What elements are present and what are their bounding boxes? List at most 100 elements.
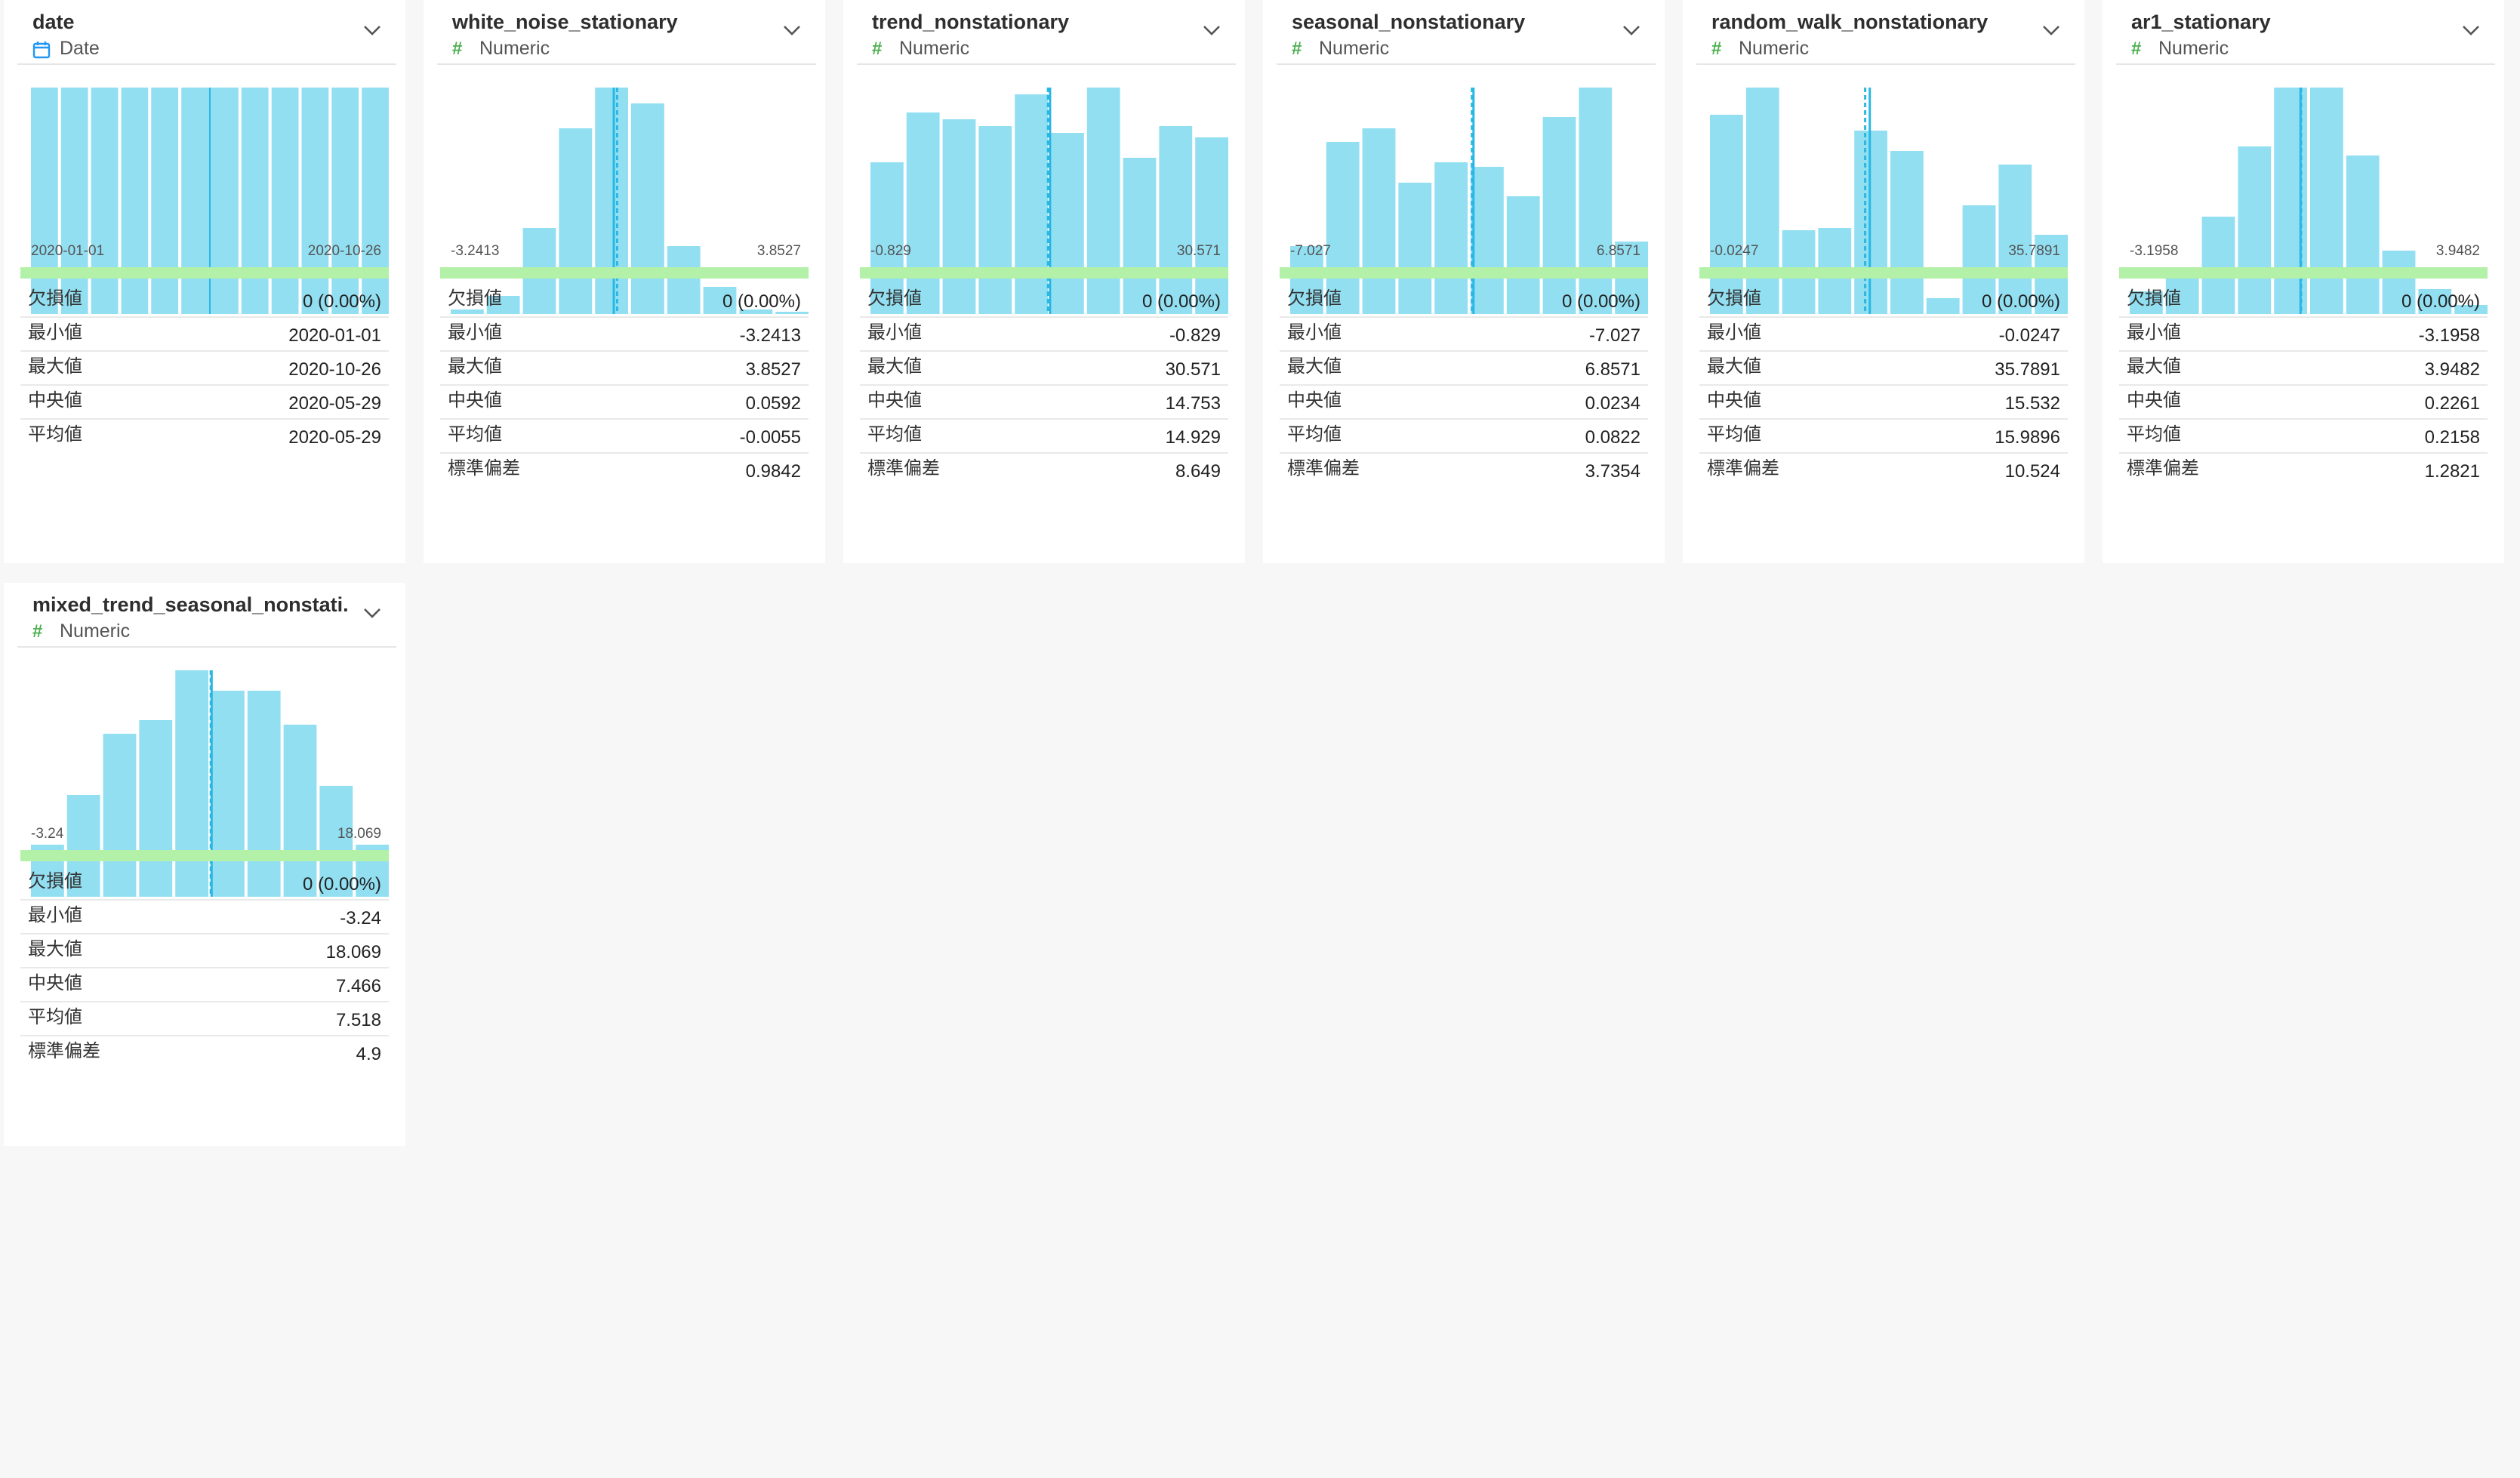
stat-row-median: 中央値 7.466 [20,968,389,1002]
histogram-chart [2130,88,2488,314]
histogram-bar [1926,298,1960,314]
histogram [4,658,405,900]
stat-value: 7.518 [335,1010,381,1030]
stat-label: 標準偏差 [28,1041,100,1061]
stat-row-std: 標準偏差 8.649 [860,454,1228,486]
stat-row-missing: 欠損値 0 (0.00%) [1699,284,2068,318]
stat-value: 1.2821 [2424,461,2480,482]
stat-value: 0.9842 [745,461,801,482]
stat-label: 最大値 [2127,356,2181,377]
histogram-bar [2310,88,2343,314]
axis-max-label: 35.7891 [2008,243,2060,259]
histogram-bar [775,312,809,314]
stat-label: 平均値 [867,424,922,445]
chevron-down-icon[interactable] [362,605,383,620]
stat-value: 2020-10-26 [288,359,381,380]
histogram-bar [139,720,173,897]
chevron-down-icon[interactable] [362,23,383,38]
stat-value: 18.069 [325,942,381,962]
stat-row-median: 中央値 0.0234 [1280,386,1648,420]
histogram-bar [1579,88,1613,314]
data-quality-bar [20,267,389,279]
stat-value: -0.829 [1169,325,1221,346]
stat-row-std: 標準偏差 0.9842 [440,454,809,486]
column-type: Date [60,38,100,59]
card-header: ar1_stationary # Numeric [2116,0,2495,65]
histogram-bar [211,691,245,897]
stat-row-mean: 平均値 2020-05-29 [20,420,389,452]
stat-row-missing: 欠損値 0 (0.00%) [2119,284,2488,318]
histogram-bar [1890,151,1924,314]
column-type: Numeric [899,38,970,59]
column-name: mixed_trend_seasonal_nonstati. [32,593,349,616]
chevron-down-icon[interactable] [2460,23,2481,38]
histogram-bar [559,128,593,314]
histogram-bar [906,112,940,314]
stat-row-max: 最大値 35.7891 [1699,352,2068,386]
histogram-bar [175,670,208,897]
axis-min-label: -3.1958 [2130,243,2179,259]
stat-row-mean: 平均値 14.929 [860,420,1228,454]
stat-value: 35.7891 [1995,359,2060,380]
stat-value: 0.0822 [1585,427,1640,448]
stat-label: 欠損値 [1287,288,1342,309]
card-header: mixed_trend_seasonal_nonstati. # Numeric [17,583,396,648]
histogram-bar [1962,205,1996,314]
histogram-bar [241,88,269,314]
histogram-bar [667,246,701,314]
axis-max-label: 18.069 [337,826,381,842]
histogram-bar [595,88,628,314]
chevron-down-icon[interactable] [1201,23,1222,38]
histogram-bar [283,725,317,897]
axis-min-label: -3.2413 [451,243,500,259]
histogram-bar [1745,88,1779,314]
chevron-down-icon[interactable] [781,23,803,38]
data-quality-bar [2119,267,2488,279]
histogram-bar [1195,137,1228,314]
histogram-bar [486,296,520,314]
stat-value: 2020-05-29 [288,427,381,448]
stat-label: 欠損値 [28,288,82,309]
chevron-down-icon[interactable] [1621,23,1642,38]
histogram-bar [739,309,773,314]
histogram-bar [942,119,976,314]
stats-table: 欠損値 0 (0.00%) 最小値 -0.829 最大値 30.571 中央値 14.7… [860,284,1228,486]
histogram-bar [1159,126,1193,314]
histogram [4,75,405,317]
stat-value: -3.2413 [739,325,801,346]
stat-label: 欠損値 [1707,288,1761,309]
stat-row-mean: 平均値 0.0822 [1280,420,1648,454]
stat-row-min: 最小値 -7.027 [1280,318,1648,352]
histogram-chart [870,88,1228,314]
hash-icon: # [872,38,883,59]
histogram-bar [1015,94,1048,314]
histogram-bar [2238,146,2272,314]
axis-max-label: 6.8571 [1596,243,1640,259]
column-name: trend_nonstationary [872,11,1070,33]
histogram-bar [1998,165,2032,314]
chevron-down-icon[interactable] [2041,23,2062,38]
column-name: random_walk_nonstationary [1711,11,1989,33]
stat-row-missing: 欠損値 0 (0.00%) [20,284,389,318]
stat-value: 0.0234 [1585,393,1640,414]
stat-label: 最大値 [448,356,502,377]
column-name: seasonal_nonstationary [1292,11,1526,33]
axis-max-label: 2020-10-26 [307,243,381,259]
card-header: random_walk_nonstationary # Numeric [1696,0,2075,65]
stat-row-min: 最小値 -0.0247 [1699,318,2068,352]
stat-label: 平均値 [1707,424,1761,445]
column-name: white_noise_stationary [452,11,678,33]
stat-row-std: 標準偏差 10.524 [1699,454,2068,486]
data-quality-bar [1280,267,1648,279]
histogram-bar [1710,115,1743,314]
stat-row-max: 最大値 3.8527 [440,352,809,386]
stat-label: 最小値 [28,905,82,925]
stat-value: 6.8571 [1585,359,1640,380]
histogram-bar [211,88,239,314]
axis-min-label: -3.24 [31,826,64,842]
card-header: white_noise_stationary # Numeric [437,0,816,65]
stat-row-missing: 欠損値 0 (0.00%) [20,867,389,901]
stat-label: 最大値 [1287,356,1342,377]
stat-value: 14.929 [1165,427,1221,448]
stat-value: 3.8527 [745,359,801,380]
